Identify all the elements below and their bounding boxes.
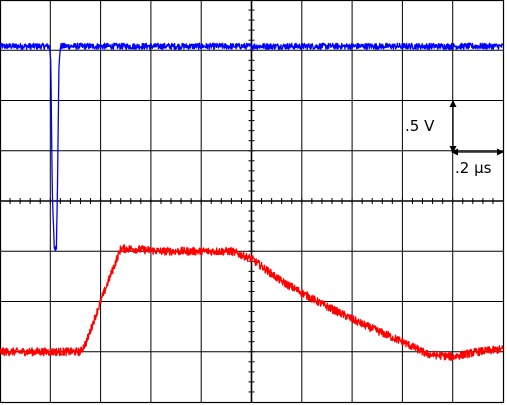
waveform-trace-1 xyxy=(0,42,504,252)
volts-per-div-label: .5 V xyxy=(405,117,435,135)
volts-per-div-marker: .5 V xyxy=(405,100,457,153)
time-per-div-label: .2 µs xyxy=(455,159,492,177)
waveform-traces xyxy=(0,42,504,361)
time-per-div-marker: .2 µs xyxy=(451,148,504,177)
scale-markers: .5 V .2 µs xyxy=(405,100,504,177)
waveform-trace-2 xyxy=(0,244,504,361)
